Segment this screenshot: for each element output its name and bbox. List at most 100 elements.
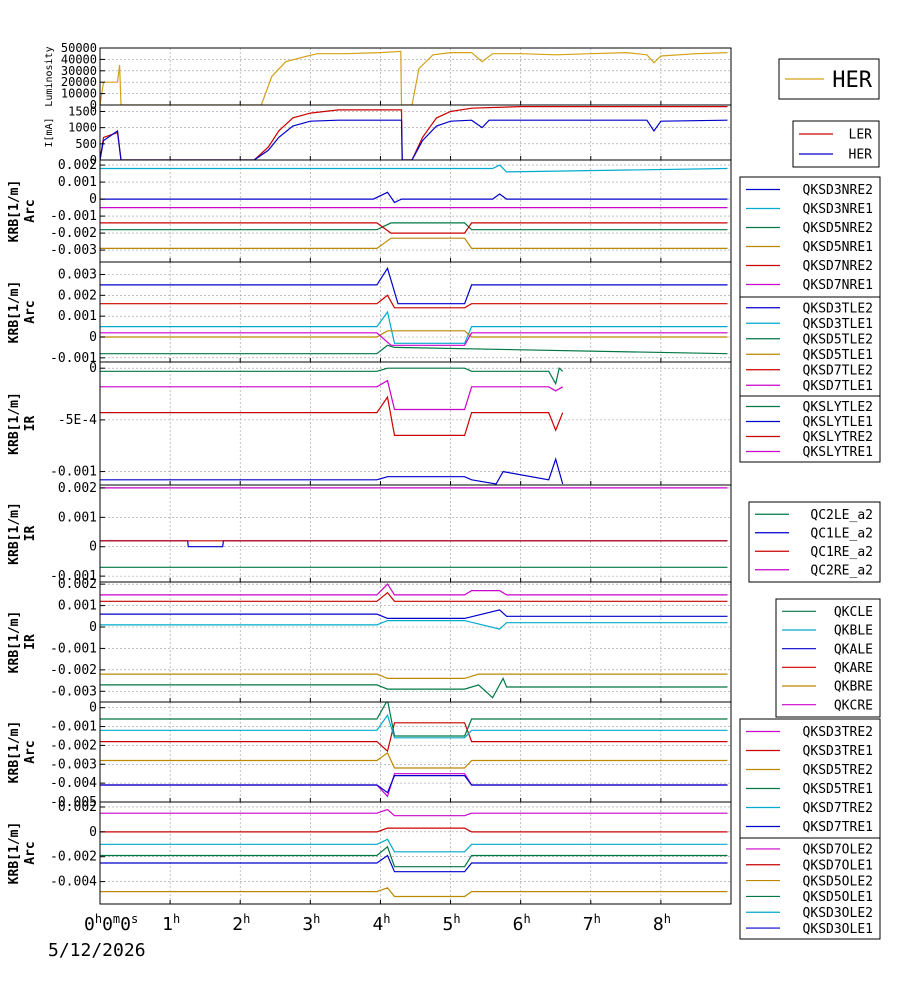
- y-tick-label: -0.002: [50, 663, 97, 678]
- panel-frame: [99, 261, 732, 363]
- panel-7: 0.002 0.001 0 -0.001 -0.002 -0.003 KRB[1/m]IR: [7, 577, 732, 703]
- y-tick-label: 0.002: [58, 288, 97, 303]
- series-line-QKBRE: [100, 673, 728, 680]
- y-tick-label: 50000: [61, 41, 97, 55]
- legend-label-HER: HER: [832, 68, 872, 93]
- legend-label-QKSD5OLE2: QKSD5OLE2: [803, 874, 873, 889]
- y-axis-label: Luminosity: [44, 46, 55, 106]
- series-line-QKALE: [100, 609, 728, 620]
- x-tick-label: 6h: [513, 912, 531, 935]
- y-tick-label: 0: [89, 361, 97, 376]
- legend-label-QKSLYTLE1: QKSLYTLE1: [803, 415, 873, 430]
- series-line-QKSD7TLE1: [100, 332, 728, 346]
- y-axis-label: KRB[1/m]IR: [7, 502, 38, 565]
- y-tick-label: 0: [89, 701, 97, 716]
- legend-label-QKSD3OLE1: QKSD3OLE1: [803, 922, 873, 937]
- legend-label-QC1RE_a2: QC1RE_a2: [810, 545, 873, 560]
- legend-label-QKSD7TLE1: QKSD7TLE1: [803, 379, 873, 394]
- y-tick-label: -0.003: [50, 757, 97, 772]
- legend-label-QKSD3NRE1: QKSD3NRE1: [803, 202, 873, 217]
- legend-label-QKSD3TLE2: QKSD3TLE2: [803, 301, 873, 316]
- legend-panel-7: QKCLE QKBLE QKALE QKARE QKBRE QKCRE: [775, 598, 881, 718]
- x-tick-label: 7h: [583, 912, 601, 935]
- legend-label-QKSD3TLE1: QKSD3TLE1: [803, 317, 873, 332]
- y-tick-label: 1500: [68, 104, 97, 118]
- y-tick-label: 0: [89, 825, 97, 840]
- series-line-HER: [100, 50, 728, 105]
- legend-box: [739, 176, 881, 298]
- series-line-QKSLYTLE1: [100, 457, 564, 485]
- legend-label-QKSD7NRE1: QKSD7NRE1: [803, 278, 873, 293]
- legend-label-QKSD3TRE2: QKSD3TRE2: [803, 725, 873, 740]
- series-line-QKSD5OLE2: [100, 887, 728, 898]
- y-tick-label: 0.003: [58, 268, 97, 283]
- y-tick-label: 20000: [61, 75, 97, 89]
- series-line-QKSD7OLE1: [100, 827, 728, 833]
- y-tick-label: -0.002: [50, 850, 97, 865]
- y-tick-label: -5E-4: [58, 413, 97, 428]
- series-line-QKSD5NRE1: [100, 237, 728, 249]
- legend-label-QKSLYTRE1: QKSLYTRE1: [803, 445, 873, 460]
- y-tick-label: -0.004: [50, 875, 97, 890]
- legend-label-QKSD5TLE1: QKSD5TLE1: [803, 348, 873, 363]
- series-line-QKSD5TLE2: [100, 344, 728, 355]
- panel-frame: [99, 47, 732, 106]
- series-line-QKSD7TRE1: [100, 774, 728, 794]
- y-tick-label: 0.001: [58, 309, 97, 324]
- series-line-QKSD3OLE1: [100, 854, 728, 873]
- panel-9: 0.002 0 -0.002 -0.004 KRB[1/m]Arc: [7, 800, 732, 905]
- panel-6: 0.002 0.001 0 -0.001 KRB[1/m]IR: [7, 481, 732, 584]
- x-tick-label: 4h: [372, 912, 390, 935]
- legend-label-QKCRE: QKCRE: [834, 698, 873, 713]
- series-line-QKSD5TLE1: [100, 330, 728, 338]
- y-tick-label: 10000: [61, 87, 97, 101]
- legend-label-QKSLYTRE2: QKSLYTRE2: [803, 430, 873, 445]
- panel-frame: [99, 361, 732, 486]
- y-axis-label: KRB[1/m]Arc: [7, 822, 38, 885]
- legend-label-QKSD3NRE2: QKSD3NRE2: [803, 183, 873, 198]
- panel-8: 0 -0.001 -0.002 -0.003 -0.004 -0.005 KRB[1/m]A…: [7, 701, 732, 810]
- y-tick-label: 0: [90, 98, 97, 112]
- x-tick-label: 8h: [653, 912, 671, 935]
- y-axis-label: KRB[1/m]IR: [7, 392, 38, 455]
- legend-label-QKSD3OLE2: QKSD3OLE2: [803, 906, 873, 921]
- y-tick-label: 0.001: [58, 175, 97, 190]
- y-tick-label: -0.001: [50, 351, 97, 366]
- x-tick-label: 5h: [443, 912, 461, 935]
- series-line-QKSLYTRE1: [100, 379, 564, 411]
- y-tick-label: -0.001: [50, 465, 97, 480]
- legend-label-QKSD5TLE2: QKSD5TLE2: [803, 332, 873, 347]
- y-tick-label: 0: [89, 330, 97, 345]
- series-line-QKSD3NRE1: [100, 164, 728, 173]
- legend-panel-3: QKSD3NRE2 QKSD3NRE1 QKSD5NRE2 QKSD5NRE1 QKSD…: [739, 176, 881, 298]
- panel-frame: [99, 581, 732, 703]
- legend-label-QKSLYTLE2: QKSLYTLE2: [803, 400, 873, 415]
- legend-label-QKSD5TRE1: QKSD5TRE1: [803, 782, 873, 797]
- legend-label-QKSD5NRE2: QKSD5NRE2: [803, 221, 873, 236]
- legend-panel-4: QKSD3TLE2QKSD3TLE1QKSD5TLE2QKSD5TLE1QKSD…: [739, 296, 881, 397]
- panel-4: 0.003 0.002 0.001 0 -0.001 KRB[1/m]Arc: [7, 261, 732, 366]
- x-axis: 0h0m0s 1h 2h 3h 4h 5h 6h 7h 8h 5/12/2026: [48, 912, 671, 961]
- y-tick-label: -0.003: [50, 243, 97, 258]
- panel-5: 0 -5E-4 -0.001 KRB[1/m]IR: [7, 361, 732, 486]
- y-axis-label: KRB[1/m]Arc: [7, 180, 38, 243]
- legend-label-QKCLE: QKCLE: [834, 605, 873, 620]
- legend-box: [739, 296, 881, 397]
- y-tick-label: 30000: [61, 64, 97, 78]
- x-tick-label: 3h: [302, 912, 320, 935]
- series-line-QKCRE: [100, 583, 728, 596]
- series-line-QKARE: [100, 591, 728, 602]
- legend-label-QKSD7TLE2: QKSD7TLE2: [803, 363, 873, 378]
- panel-frame: [99, 801, 732, 905]
- y-axis-label: KRB[1/m]Arc: [7, 281, 38, 344]
- legend-label-QKSD7TRE2: QKSD7TRE2: [803, 801, 873, 816]
- series-line-QKCLE: [100, 677, 728, 699]
- y-axis-label: KRB[1/m]Arc: [7, 721, 38, 784]
- y-tick-label: -0.004: [50, 776, 97, 791]
- series-line-LER: [100, 105, 728, 160]
- legend-label-QKSD7OLE1: QKSD7OLE1: [803, 858, 873, 873]
- legend-box: [775, 598, 881, 718]
- panel-frame: [99, 701, 732, 803]
- legend-label-QKSD5OLE1: QKSD5OLE1: [803, 890, 873, 905]
